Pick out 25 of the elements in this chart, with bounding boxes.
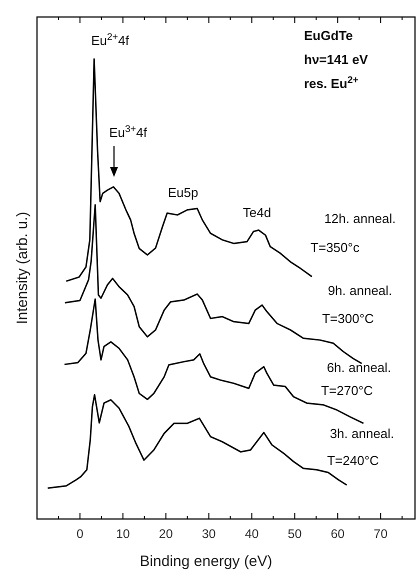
annotation: 3h. anneal. (330, 426, 394, 441)
x-tick-label: 70 (374, 527, 388, 541)
x-tick-label: 30 (202, 527, 216, 541)
annotation: 6h. anneal. (326, 360, 392, 375)
text: Eu$^{2+}$4f (91, 32, 130, 48)
annotation: res. Eu$^{2+}$ (304, 74, 359, 91)
x-axis-title: Binding energy (eV) (140, 553, 272, 570)
annotation: hν=141 eV (304, 52, 368, 67)
annotation: 12h. anneal. (324, 211, 396, 226)
annotation: Te4d (242, 205, 272, 220)
annotation: T=240°C (327, 453, 379, 468)
y-axis-title: Intensity (arb. u.) (14, 212, 31, 324)
x-tick-label: 60 (330, 527, 345, 541)
x-tick-label: 50 (288, 527, 302, 541)
x-tick-label: 0 (76, 527, 84, 541)
x-tick-label: 40 (244, 527, 259, 541)
text: EuGdTe (304, 28, 353, 43)
annotation: Eu$^{3+}$4f (109, 124, 148, 140)
annotation: T=270°C (321, 383, 373, 398)
annotation: Eu5p (168, 185, 198, 200)
annotation: T=350°c (310, 240, 360, 255)
annotation: T=300°C (322, 311, 374, 326)
annotation: 9h. anneal. (328, 283, 392, 298)
x-tick-label: 20 (158, 527, 173, 541)
x-tick-label: 10 (116, 527, 130, 541)
